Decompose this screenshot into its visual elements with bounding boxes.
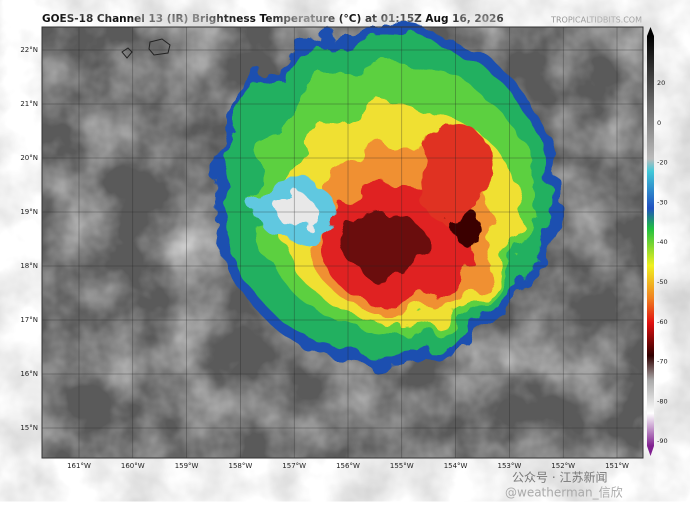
- colorbar-label: 0: [657, 119, 661, 127]
- lat-label: 15°N: [20, 424, 38, 432]
- lat-label: 18°N: [20, 262, 38, 270]
- lon-label: 152°W: [551, 462, 575, 470]
- colorbar: [647, 36, 654, 446]
- colorbar-label: -90: [657, 437, 668, 445]
- lon-label: 159°W: [175, 462, 199, 470]
- frame: [41, 26, 644, 459]
- storm: [210, 25, 560, 365]
- title: GOES-18 Channel 13 (IR) Brightness Tempe…: [42, 13, 504, 25]
- colorbar-label: -50: [657, 278, 668, 286]
- lon-label: 158°W: [229, 462, 253, 470]
- watermark-line1: 公众号 · 江苏新闻: [512, 470, 607, 485]
- islands: [121, 38, 171, 59]
- colorbar-label: -40: [657, 238, 668, 246]
- colorbar-label: -30: [657, 198, 668, 206]
- colorbar-label: -20: [657, 159, 668, 167]
- graticule: [42, 27, 643, 458]
- lat-label: 20°N: [20, 154, 38, 162]
- lat-label: 19°N: [20, 208, 38, 216]
- colorbar-label: 20: [657, 79, 665, 87]
- lon-label: 157°W: [282, 462, 306, 470]
- lat-label: 16°N: [20, 370, 38, 378]
- map-area: [41, 25, 644, 459]
- lat-label: 21°N: [20, 100, 38, 108]
- lon-label: 160°W: [121, 462, 145, 470]
- lon-label: 153°W: [498, 462, 522, 470]
- lon-label: 154°W: [444, 462, 468, 470]
- lat-label: 22°N: [20, 46, 38, 54]
- lon-label: 155°W: [390, 462, 414, 470]
- colorbar-label: -70: [657, 358, 668, 366]
- colorbar-label: -80: [657, 397, 668, 405]
- colorbar-cap-top: [647, 27, 654, 36]
- colorbar-label: -60: [657, 318, 668, 326]
- lon-label: 161°W: [67, 462, 91, 470]
- watermark-line2: @weatherman_信欣: [505, 486, 623, 500]
- source: TROPICALTIDBITS.COM: [550, 16, 642, 25]
- lat-label: 17°N: [20, 316, 38, 324]
- lon-label: 151°W: [605, 462, 629, 470]
- colorbar-cap-bottom: [647, 446, 654, 456]
- lon-label: 156°W: [336, 462, 360, 470]
- labels: 22°N 21°N 20°N 19°N 18°N 17°N 16°N 15°N 161°W 160…: [20, 46, 667, 470]
